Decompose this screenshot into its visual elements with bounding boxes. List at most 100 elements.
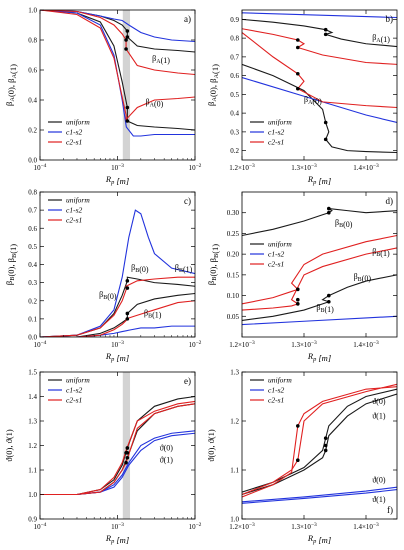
panel-e: 10−4 10−3 10−2 0.9 1.0 1.1 1.2 1.3 1.4 1.5 Rp [m] ϑ… [4, 369, 202, 546]
y-tick-label: 0.2 [28, 297, 37, 305]
series-line-uniform-0 [242, 18, 397, 48]
annotation-label-0: ϑ(0) [372, 397, 386, 406]
plot-frame [241, 191, 398, 338]
series-line-c2-s1-4 [242, 247, 397, 311]
point-marker-5 [296, 45, 300, 50]
x-tick-label: 10−4 [34, 522, 47, 531]
series-line-c1-s2-2 [40, 10, 195, 43]
x-axis-label: Rp [m] [105, 533, 129, 545]
x-tick-label: 10−3 [111, 163, 124, 172]
y-tick-label: 0.7 [28, 207, 37, 215]
point-marker-2 [125, 317, 130, 321]
annotation-label-0: βB(0) [131, 263, 149, 274]
x-tick-label: 10−2 [189, 522, 202, 531]
panel-label: c) [184, 196, 191, 206]
y-tick-label: 0.0 [28, 334, 37, 342]
x-tick-label: 1.3×10−3 [291, 522, 317, 531]
point-marker-1 [327, 206, 331, 211]
panel-a: 10−4 10−3 10−2 0.0 0.2 0.4 0.6 0.8 1.0 Rp [m] βA(0… [4, 7, 202, 187]
series-group [40, 395, 195, 496]
y-tick-label: 0.3 [28, 279, 37, 287]
legend-label-c2-s1: c2-s1 [66, 138, 82, 147]
x-tick-label: 10−3 [111, 522, 124, 531]
annotation-label-1: βB(1) [175, 263, 193, 274]
y-tick-label: 0.25 [227, 230, 240, 238]
series-line-uniform-0 [242, 208, 397, 237]
y-tick-label: 1.1 [230, 467, 239, 475]
point-marker-4 [296, 38, 300, 42]
x-tick-label: 10−2 [189, 340, 202, 349]
point-marker-4 [124, 38, 128, 42]
series-line-c2-s1-5 [242, 386, 397, 498]
series-group [40, 10, 195, 137]
x-tick-label: 1.3×10−3 [291, 163, 317, 172]
legend-label-c2-s1: c2-s1 [66, 396, 82, 405]
y-tick-label: 1.2 [230, 418, 239, 426]
plot-frame [241, 9, 398, 161]
legend-label-uniform: uniform [268, 118, 292, 127]
annotation-label-1: ϑ(1) [160, 456, 174, 465]
series-line-c1-s2-2 [242, 315, 397, 326]
point-marker-1 [323, 32, 328, 37]
point-marker-3 [125, 119, 130, 123]
annotation-label-3: βB(1) [144, 308, 162, 319]
legend-label-uniform: uniform [66, 196, 90, 205]
panel-c: 10−4 10−3 10−2 0.0 0.1 0.2 0.3 0.4 0.5 0.6 0.7 0.8 R… [4, 189, 202, 364]
y-axis-label: βA(0), βA(1) [4, 64, 18, 106]
point-marker-1 [296, 458, 300, 463]
y-tick-label: 0.20 [227, 251, 240, 259]
y-tick-label: 0.10 [227, 292, 240, 300]
y-tick-label: 0.30 [227, 209, 240, 217]
x-tick-label: 1.3×10−3 [291, 340, 317, 349]
x-tick-label: 10−4 [34, 340, 47, 349]
panel-label: d) [386, 196, 394, 206]
series-line-c2-s1-5 [242, 32, 397, 109]
point-marker-3 [124, 451, 128, 455]
series-line-c2-s1-4 [40, 400, 195, 496]
legend-label-uniform: uniform [66, 376, 90, 385]
annotation-label-2: βB(0) [354, 272, 372, 283]
series-line-c1-s2-2 [40, 209, 195, 337]
annotation-label-1: βA(0) [304, 95, 322, 106]
y-tick-label: 0.5 [28, 243, 37, 251]
y-tick-label: 1.0 [230, 516, 239, 524]
y-tick-label: 0.4 [28, 261, 37, 269]
x-axis-label: Rp [m] [307, 351, 331, 363]
point-marker-5 [124, 47, 128, 51]
y-tick-label: 0.9 [230, 16, 239, 24]
y-tick-label: 0.4 [230, 110, 239, 118]
legend-label-uniform: uniform [268, 240, 292, 249]
legend-label-c2-s1: c2-s1 [268, 260, 284, 269]
y-tick-label: 1.5 [28, 369, 37, 377]
point-marker-1 [125, 35, 130, 39]
y-tick-label: 0.1 [28, 315, 37, 323]
point-marker-4 [296, 287, 300, 292]
y-tick-label: 1.0 [28, 7, 37, 15]
y-tick-label: 1.0 [28, 491, 37, 499]
point-marker-3 [323, 448, 328, 453]
y-tick-label: 0.6 [28, 67, 37, 75]
annotation-label-2: βB(0) [99, 290, 117, 301]
annotation-label-2: ϑ(0) [372, 475, 386, 484]
legend-label-c1-s2: c1-s2 [268, 128, 284, 137]
point-marker-2 [323, 436, 328, 440]
point-marker-4 [124, 460, 128, 465]
x-axis-label: Rp [m] [307, 533, 331, 545]
series-line-uniform-1 [242, 274, 397, 321]
y-axis-label: ϑ(0), ϑ(1) [4, 429, 14, 462]
x-tick-label: 1.4×10−3 [353, 522, 379, 531]
annotation-label-0: βA(1) [372, 33, 390, 44]
point-marker-0 [323, 27, 328, 32]
plot-frame [39, 9, 196, 161]
y-tick-label: 0.15 [227, 271, 240, 279]
series-line-c1-s2-3 [40, 10, 195, 137]
series-group [242, 206, 397, 326]
series-group [40, 209, 195, 337]
legend-label-c2-s1: c2-s1 [268, 138, 284, 147]
point-marker-3 [323, 137, 328, 142]
series-line-c2-s1-4 [242, 383, 397, 496]
